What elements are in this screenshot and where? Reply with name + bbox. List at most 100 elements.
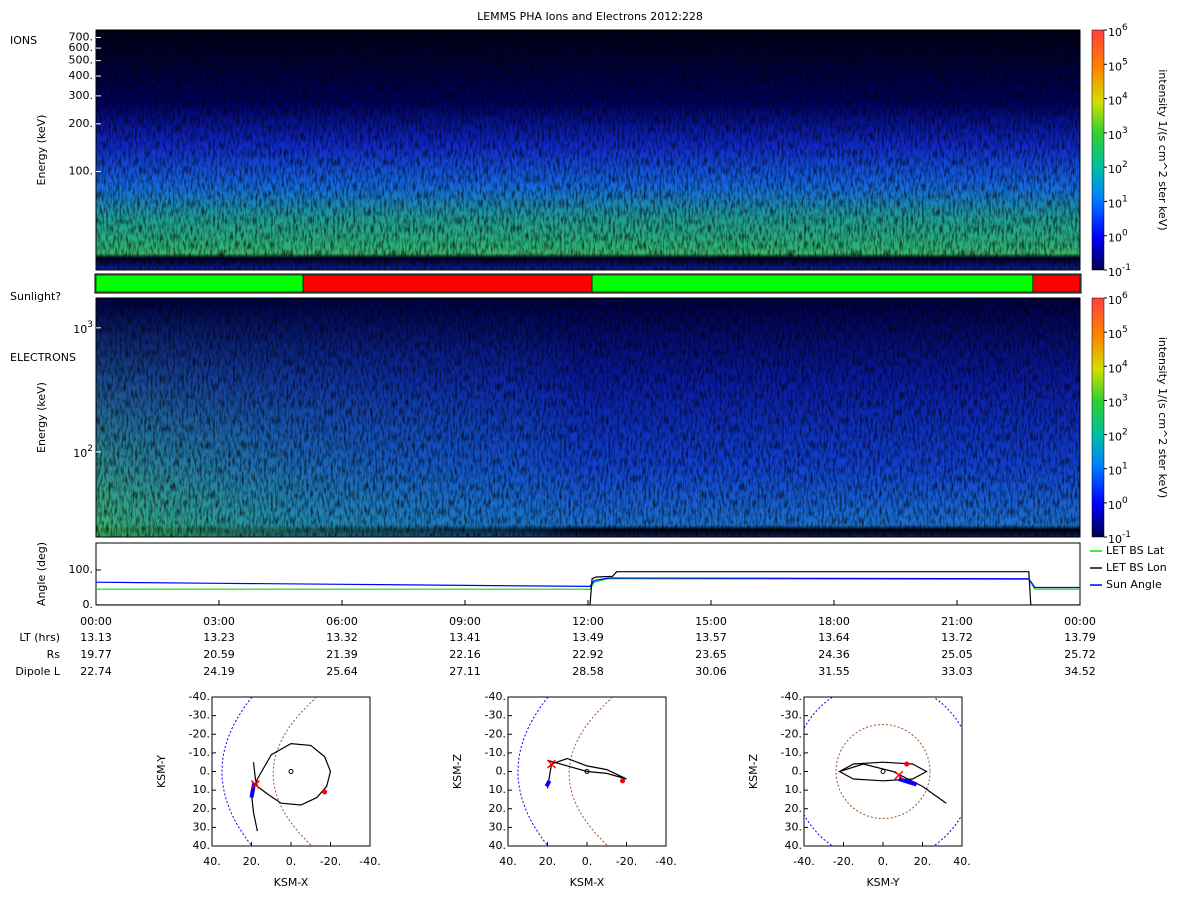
ephemeris-value: 13.23 <box>203 631 235 644</box>
tick-exponent: 0 <box>1122 228 1128 238</box>
x-axis-label: KSM-X <box>570 876 605 889</box>
tick-exponent: 3 <box>1122 393 1128 403</box>
x-tick-label: 15:00 <box>695 615 727 628</box>
panel-label: IONS <box>10 34 37 47</box>
tick-base: 10 <box>1108 294 1122 307</box>
ephemeris-value: 13.57 <box>695 631 727 644</box>
ephemeris-value: 13.64 <box>818 631 850 644</box>
y-tick-label: 10. <box>193 783 211 796</box>
tick-label: 103 <box>1108 393 1128 410</box>
ephemeris-value: 31.55 <box>818 665 850 678</box>
tick-base: 10 <box>1108 465 1122 478</box>
tick-exponent: 2 <box>1122 427 1128 437</box>
y-tick-label: 20. <box>785 802 803 815</box>
legend-label: LET BS Lon <box>1106 561 1167 574</box>
x-tick-label: 21:00 <box>941 615 973 628</box>
orbit-frame <box>211 696 371 847</box>
x-tick-label: 18:00 <box>818 615 850 628</box>
tick-exponent: 2 <box>1122 160 1128 170</box>
y-tick-label: 20. <box>489 802 507 815</box>
ephemeris-value: 13.79 <box>1064 631 1096 644</box>
y-tick-label: -10. <box>781 746 802 759</box>
ephemeris-value: 28.58 <box>572 665 604 678</box>
colorbar-label: intensity 1/(s cm^2 ster keV) <box>1156 69 1169 230</box>
y-tick-label: 100. <box>69 165 94 178</box>
tick-label: 102 <box>73 443 93 460</box>
ephemeris-value: 19.77 <box>80 648 112 661</box>
x-tick-label: 40. <box>499 855 517 868</box>
ephemeris-row-label: Dipole L <box>15 665 61 678</box>
angle-line <box>96 578 1080 590</box>
tick-base: 10 <box>1108 362 1122 375</box>
ephemeris-value: 25.05 <box>941 648 973 661</box>
tick-exponent: 6 <box>1122 23 1128 33</box>
x-axis-label: KSM-X <box>274 876 309 889</box>
figure-title: LEMMS PHA Ions and Electrons 2012:228 <box>477 10 703 23</box>
ephemeris-value: 13.32 <box>326 631 358 644</box>
magnetopause <box>272 697 318 846</box>
x-tick-label: 20. <box>539 855 557 868</box>
magnetopause <box>568 697 614 846</box>
tick-label: 10-1 <box>1108 263 1131 280</box>
ephemeris-value: 34.52 <box>1064 665 1096 678</box>
tick-exponent: 3 <box>87 319 93 329</box>
tick-exponent: 4 <box>1122 91 1128 101</box>
y-tick-label: 40. <box>193 839 211 852</box>
y-tick-label: -30. <box>485 709 506 722</box>
tick-exponent: 2 <box>87 443 93 453</box>
end-marker <box>904 761 910 767</box>
angle-line <box>96 571 1080 605</box>
x-tick-label: -40. <box>655 855 676 868</box>
panel-label: ELECTRONS <box>10 351 76 364</box>
tick-base: 10 <box>1108 499 1122 512</box>
ephemeris-value: 24.36 <box>818 648 850 661</box>
x-tick-label: 40. <box>953 855 971 868</box>
y-axis-label: Energy (keV) <box>35 115 48 186</box>
ephemeris-value: 23.65 <box>695 648 727 661</box>
ephemeris-value: 25.72 <box>1064 648 1096 661</box>
current-track <box>249 782 257 798</box>
y-tick-label: -20. <box>781 727 802 740</box>
ephemeris-value: 27.11 <box>449 665 481 678</box>
y-tick-label: 30. <box>489 820 507 833</box>
x-tick-label: 00:00 <box>1064 615 1096 628</box>
y-tick-label: -40. <box>189 690 210 703</box>
tick-label: 101 <box>1108 194 1128 211</box>
tick-label: 102 <box>1108 160 1128 177</box>
x-tick-label: -20. <box>616 855 637 868</box>
y-tick-label: -40. <box>485 690 506 703</box>
y-axis-label: KSM-Z <box>451 753 464 789</box>
orbit-frame <box>803 696 963 847</box>
tick-exponent: 5 <box>1122 57 1128 67</box>
y-tick-label: -30. <box>189 709 210 722</box>
ephemeris-value: 22.16 <box>449 648 481 661</box>
y-tick-label: 0. <box>200 765 211 778</box>
tick-base: 10 <box>1108 26 1122 39</box>
x-tick-label: -20. <box>320 855 341 868</box>
y-tick-label: -20. <box>189 727 210 740</box>
tick-base: 10 <box>1108 95 1122 108</box>
colorbar <box>1091 297 1105 538</box>
tick-exponent: -1 <box>1122 263 1131 273</box>
tick-label: 104 <box>1108 91 1128 108</box>
magnetopause <box>835 724 931 819</box>
y-tick-label: -30. <box>781 709 802 722</box>
x-tick-label: 0. <box>878 855 889 868</box>
x-tick-label: 03:00 <box>203 615 235 628</box>
tick-exponent: 3 <box>1122 125 1128 135</box>
panel-frame <box>95 29 1081 271</box>
ephemeris-value: 21.39 <box>326 648 358 661</box>
y-tick-label: 30. <box>785 820 803 833</box>
tick-exponent: 4 <box>1122 359 1128 369</box>
legend-label: Sun Angle <box>1106 578 1162 591</box>
tick-base: 10 <box>1108 266 1122 279</box>
tick-label: 10-1 <box>1108 530 1131 547</box>
legend-label: LET BS Lat <box>1106 544 1165 557</box>
tick-exponent: 1 <box>1122 194 1128 204</box>
x-tick-label: 06:00 <box>326 615 358 628</box>
tick-base: 10 <box>1108 328 1122 341</box>
ephemeris-value: 13.41 <box>449 631 481 644</box>
tick-label: 102 <box>1108 427 1128 444</box>
y-axis-label: Angle (deg) <box>35 542 48 606</box>
